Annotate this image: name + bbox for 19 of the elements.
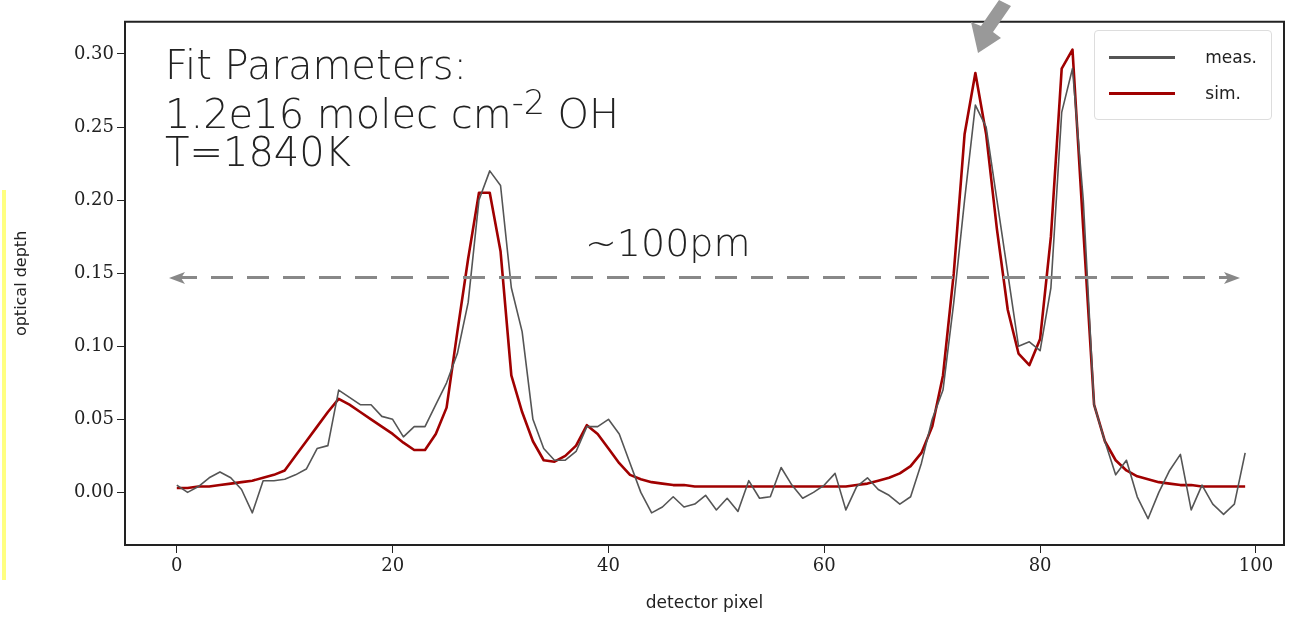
x-tick-label: 60 [812, 554, 836, 576]
y-tick-label: 0.00 [73, 480, 114, 502]
y-tick-label: 0.20 [73, 187, 114, 209]
x-axis-title: detector pixel [645, 592, 764, 613]
x-tick-label: 0 [171, 554, 183, 576]
y-tick-label: 0.05 [73, 406, 114, 428]
legend-label: meas. [1205, 47, 1257, 67]
x-tick-label: 20 [381, 554, 405, 576]
legend-label: sim. [1205, 83, 1241, 103]
x-tick-label: 100 [1238, 554, 1274, 576]
ref-line-label: ~100pm [585, 221, 751, 266]
y-axis-title: optical depth [10, 230, 30, 337]
y-tick-label: 0.10 [73, 333, 114, 355]
y-tick-label: 0.30 [73, 41, 114, 63]
y-tick-label: 0.25 [73, 114, 114, 136]
y-tick-label: 0.15 [73, 260, 114, 282]
x-tick-label: 40 [597, 554, 620, 576]
x-tick-label: 80 [1028, 554, 1052, 576]
annotation: Fit Parameters: [165, 42, 469, 88]
